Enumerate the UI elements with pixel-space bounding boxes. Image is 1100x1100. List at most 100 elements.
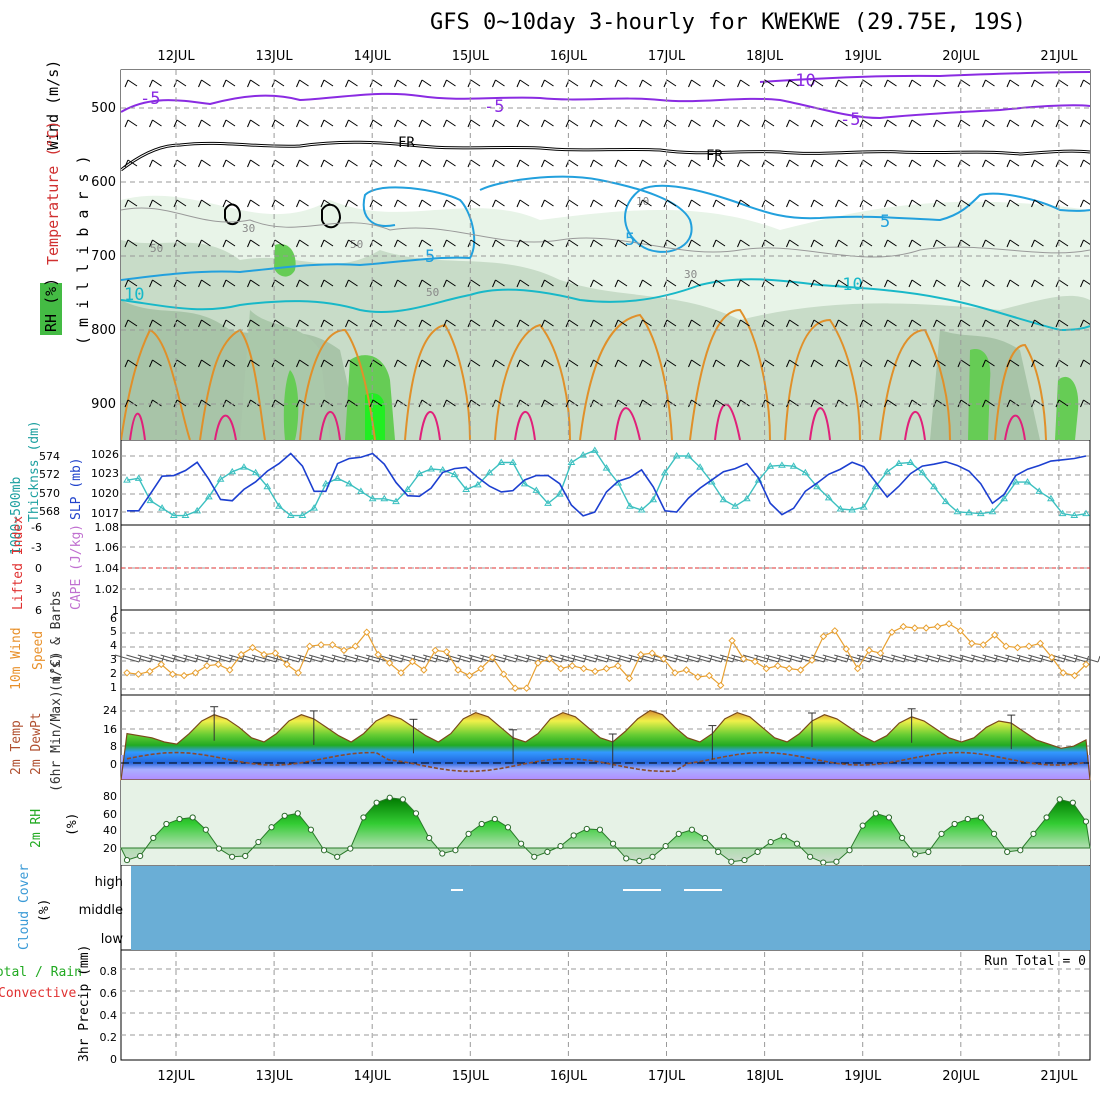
wind-barb [1034, 359, 1044, 367]
thickness-marker [1023, 478, 1032, 485]
li-tick: -6 [31, 521, 42, 534]
wind-barb [666, 79, 677, 87]
wind-barb [296, 359, 300, 368]
wind-barb [201, 119, 211, 127]
contour-label: 5 [425, 247, 435, 267]
wind-barb [516, 359, 521, 368]
wind-barb [525, 654, 551, 663]
rh-marker [688, 826, 695, 833]
wind-barb [911, 279, 922, 287]
wind-barb [397, 399, 407, 407]
wind-barb [662, 654, 688, 663]
wind-barb [397, 239, 407, 247]
thickness-marker [871, 482, 880, 490]
wind-barb [908, 359, 913, 368]
wind-barb [225, 199, 236, 207]
li-tick: 0 [35, 562, 42, 575]
wind-barb [879, 654, 905, 663]
wind-barb [495, 399, 505, 407]
wind-barb [1058, 119, 1069, 127]
wind-barb [394, 119, 398, 128]
thickness-marker [228, 467, 237, 475]
wind-barb [369, 119, 374, 128]
wind-barb [176, 239, 187, 247]
wind-barb [712, 159, 717, 168]
rh-marker [885, 814, 893, 821]
wind-barb [737, 159, 741, 168]
wind-barb [834, 654, 859, 663]
wind-barb [372, 239, 383, 247]
wind-barb [666, 399, 677, 407]
rh-marker [544, 848, 551, 855]
wind-barb [813, 319, 824, 327]
wind-barb [1009, 279, 1020, 287]
rh-marker [780, 833, 787, 840]
wind-barb [250, 399, 260, 407]
thickness-marker [134, 474, 143, 481]
date-label: 20JUL [942, 1069, 980, 1084]
wind-barb [495, 319, 505, 327]
wind-barb [835, 279, 839, 288]
slp-line [127, 452, 1087, 517]
rh-marker [320, 847, 328, 854]
cloud-gap [684, 889, 722, 891]
wind-barb [247, 319, 251, 328]
wind-barb [149, 239, 153, 248]
wind-barb [786, 119, 790, 128]
wind-barb [1058, 79, 1069, 87]
wind-barb [593, 239, 603, 247]
wind-barb [467, 199, 472, 208]
wind-marker [808, 656, 816, 664]
contour-plus5 [121, 175, 1090, 281]
wind-barb [838, 119, 848, 127]
wind-barb [764, 359, 775, 367]
wind-barb [372, 319, 383, 327]
wind-barb [685, 654, 710, 663]
wind-barb [884, 79, 888, 88]
thickness-marker [824, 493, 833, 501]
wind-barb [891, 654, 916, 663]
thickness-marker [1035, 487, 1044, 494]
thickness-marker [158, 504, 166, 511]
wind-barb [516, 159, 521, 168]
wind-barb [786, 199, 790, 208]
wind-barb [299, 319, 309, 327]
rh-marker [662, 843, 669, 850]
wind-barb [222, 199, 227, 208]
wind-barb [835, 319, 839, 328]
wind-marker [728, 636, 736, 645]
wind-barb [884, 159, 888, 168]
wind-barb [1058, 399, 1069, 407]
wind-barb [1006, 119, 1011, 128]
wind-barb [250, 119, 260, 127]
wind-barb [868, 654, 893, 663]
wind-barb [541, 359, 545, 368]
wind-barb [639, 399, 643, 408]
wind-barb [911, 119, 922, 127]
rh-marker [925, 848, 932, 855]
rh-tick: 40 [103, 824, 117, 837]
wind-barb [628, 654, 653, 663]
wind-label: Wind (m/s) [44, 60, 62, 150]
wind-barb [810, 79, 815, 88]
wind-barb [492, 159, 496, 168]
wind-barb [124, 239, 129, 248]
wind-marker [454, 666, 462, 674]
wind-barb [171, 654, 197, 663]
pressure-tick: 500 [91, 101, 116, 116]
wind-barb [492, 79, 496, 88]
wind-marker [614, 662, 622, 670]
wind-marker [146, 667, 154, 676]
thickness-marker [731, 502, 740, 509]
wind-marker [568, 662, 576, 670]
wind-barb [813, 199, 824, 207]
wind-barb [388, 654, 414, 663]
wind-marker [1036, 639, 1045, 648]
wind-barb [127, 319, 138, 327]
thickness-marker [906, 458, 915, 466]
wind-barb [541, 399, 545, 408]
wind-barb [495, 119, 505, 127]
wind-barb [786, 239, 790, 248]
wind-barb [217, 654, 242, 663]
wind-barb [617, 159, 628, 167]
